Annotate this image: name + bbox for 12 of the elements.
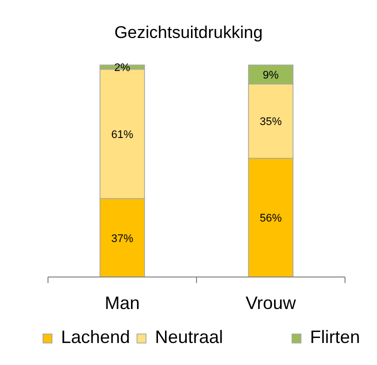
legend-label: Lachend xyxy=(61,327,130,347)
x-tick-label: Vrouw xyxy=(246,293,297,313)
chart-title: Gezichtsuitdrukking xyxy=(114,23,263,42)
data-label: 56% xyxy=(260,212,282,225)
x-tick-label: Man xyxy=(104,293,140,313)
data-label: 35% xyxy=(260,116,282,128)
data-label: 9% xyxy=(262,70,279,82)
legend-label: Neutraal xyxy=(155,327,224,347)
legend-label: Flirten xyxy=(310,327,360,347)
data-label: 61% xyxy=(111,128,134,141)
data-label: 37% xyxy=(111,232,134,245)
data-label: 2% xyxy=(114,62,130,74)
